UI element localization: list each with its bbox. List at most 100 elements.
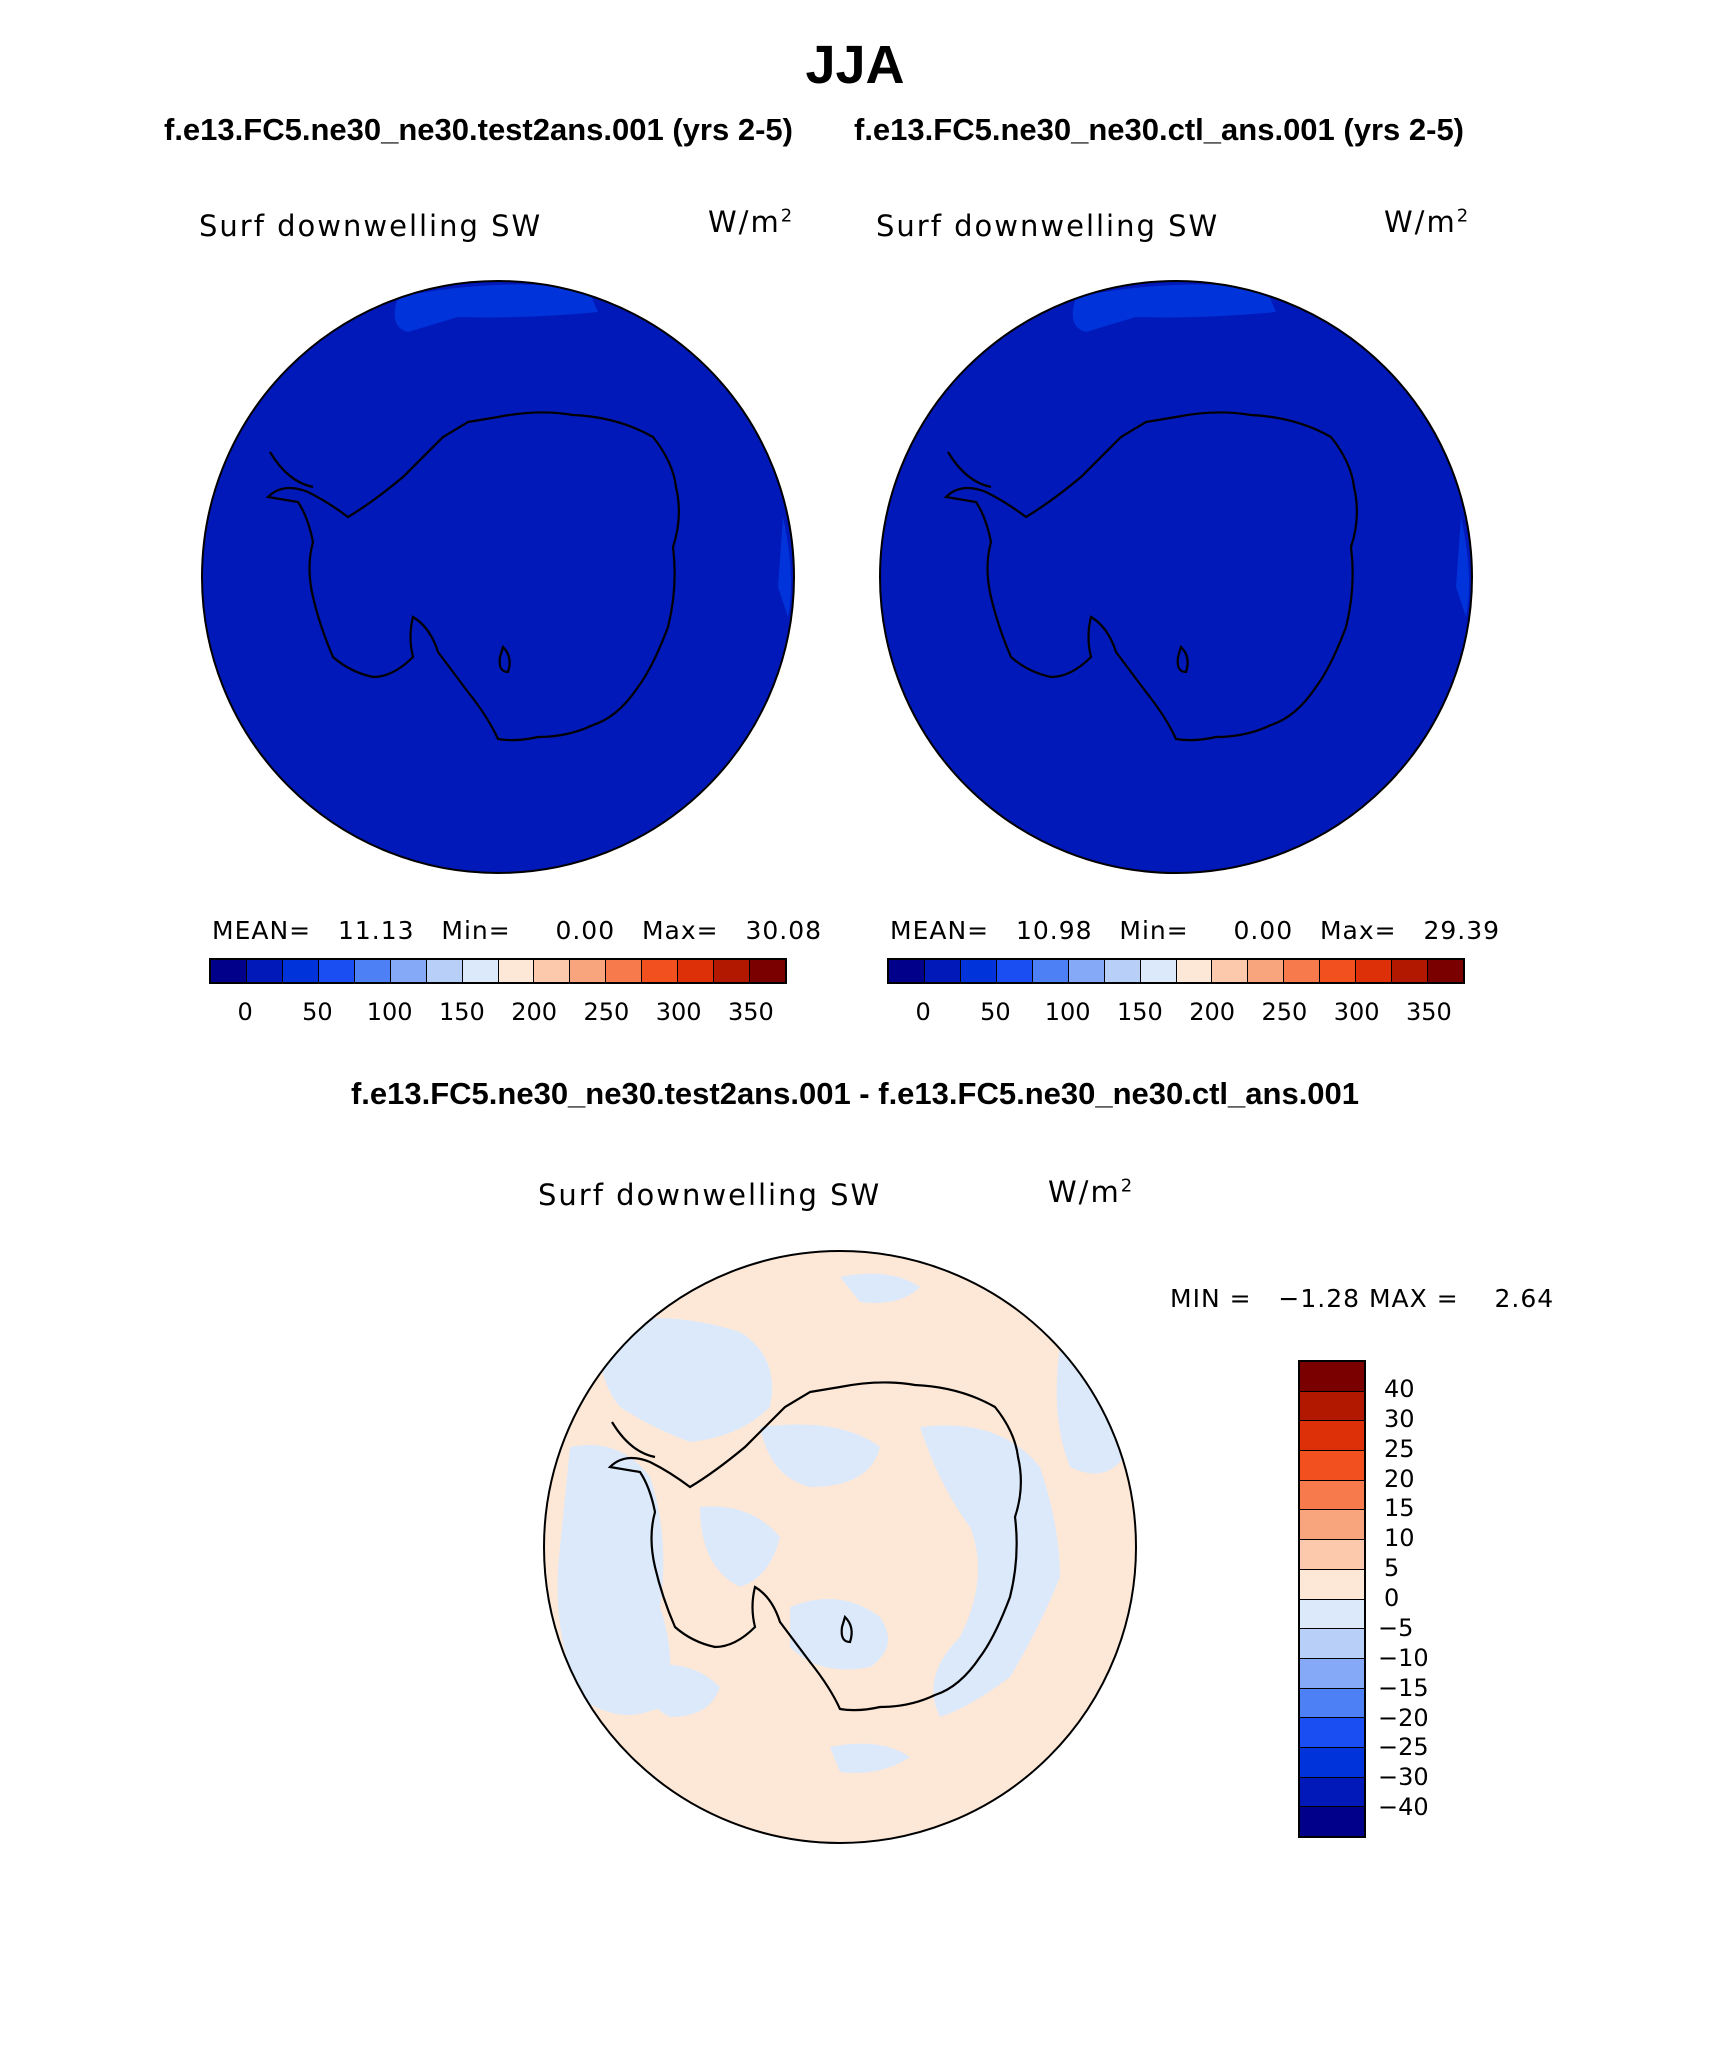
- colorbar-swatch: [1176, 960, 1213, 982]
- colorbar-swatch: [714, 960, 751, 982]
- colorbar-tick-label: 15: [1384, 1494, 1415, 1523]
- colorbar-tick-label: 250: [1261, 998, 1308, 1026]
- antarctica-coastline: [265, 411, 680, 742]
- colorbar-tick-label: 350: [727, 998, 774, 1026]
- left-colorbar: [209, 958, 787, 984]
- colorbar-tick-label: 150: [438, 998, 485, 1026]
- colorbar-swatch: [498, 960, 535, 982]
- page-title: JJA: [805, 35, 905, 95]
- colorbar-swatch: [1300, 1540, 1364, 1570]
- map-boundary: [879, 280, 1473, 874]
- left-polar-map: [201, 280, 795, 874]
- colorbar-tick-label: −10: [1378, 1643, 1429, 1672]
- right-units-label: W/m2: [1384, 205, 1471, 239]
- colorbar-swatch: [1300, 1391, 1364, 1422]
- colorbar-tick-label: −20: [1378, 1703, 1429, 1732]
- colorbar-swatch: [1248, 960, 1285, 982]
- subtitle-right: f.e13.FC5.ne30_ne30.ctl_ans.001 (yrs 2-5…: [854, 112, 1465, 147]
- peninsula-coastline: [269, 451, 314, 489]
- colorbar-tick-label: −15: [1378, 1673, 1429, 1702]
- colorbar-tick-label: 0: [1384, 1584, 1400, 1612]
- colorbar-tick-label: 250: [583, 998, 630, 1026]
- island-coastline: [1176, 644, 1189, 674]
- colorbar-tick-label: −25: [1378, 1733, 1429, 1762]
- colorbar-tick-label: 200: [1189, 998, 1236, 1026]
- colorbar-tick-label: −40: [1378, 1793, 1429, 1822]
- colorbar-swatch: [1032, 960, 1069, 982]
- difference-polar-map: [543, 1250, 1137, 1844]
- map-patch-region: [1456, 517, 1470, 617]
- colorbar-tick-label: 5: [1384, 1554, 1400, 1583]
- island-coastline: [498, 644, 511, 674]
- colorbar-swatch: [678, 960, 715, 982]
- map-boundary: [201, 280, 795, 874]
- map-patch-region: [778, 517, 792, 617]
- colorbar-tick-label: 100: [1044, 998, 1091, 1026]
- colorbar-tick-label: 150: [1116, 998, 1163, 1026]
- colorbar-swatch: [1300, 1718, 1364, 1748]
- colorbar-tick-label: 350: [1405, 998, 1452, 1026]
- map-negative-region: [790, 1599, 888, 1670]
- map-negative-region: [599, 1318, 772, 1442]
- map-negative-region: [760, 1424, 880, 1487]
- colorbar-swatch: [570, 960, 607, 982]
- colorbar-swatch: [1300, 1777, 1364, 1808]
- map-patch-region: [1072, 284, 1276, 332]
- colorbar-swatch: [1300, 1599, 1364, 1630]
- colorbar-tick-label: 25: [1384, 1434, 1415, 1463]
- colorbar-swatch: [390, 960, 427, 982]
- colorbar-swatch: [318, 960, 355, 982]
- colorbar-tick-label: 10: [1384, 1524, 1415, 1553]
- colorbar-swatch: [1300, 1451, 1364, 1481]
- colorbar-swatch: [606, 960, 643, 982]
- colorbar-tick-label: 300: [655, 998, 702, 1026]
- diff-units-label: W/m2: [1048, 1175, 1135, 1209]
- colorbar-tick-label: −5: [1378, 1613, 1414, 1642]
- colorbar-swatch: [1300, 1747, 1364, 1778]
- diff-colorbar-ticks: 40 30 25 20 15 10 5 0 −5 −10 −15 −20 −25 −30 −40: [1378, 1360, 1498, 1838]
- colorbar-tick-label: −30: [1378, 1763, 1429, 1792]
- colorbar-swatch: [426, 960, 463, 982]
- right-stats: MEAN= 10.98 Min= 0.00 Max= 29.39: [890, 916, 1501, 945]
- colorbar-swatch: [1356, 960, 1393, 982]
- peninsula-coastline: [611, 1421, 656, 1459]
- right-colorbar: [887, 958, 1465, 984]
- colorbar-swatch: [1300, 1421, 1364, 1452]
- colorbar-tick-label: 30: [1384, 1404, 1415, 1433]
- diff-stats: MIN = −1.28 MAX = 2.64: [1170, 1284, 1555, 1313]
- map-negative-region: [557, 1445, 670, 1715]
- map-patch-region: [394, 284, 598, 332]
- colorbar-swatch: [1300, 1569, 1364, 1600]
- right-colorbar-ticks: 0 50 100 150 200 250 300 350: [887, 998, 1465, 1028]
- colorbar-swatch: [960, 960, 997, 982]
- colorbar-swatch: [354, 960, 391, 982]
- colorbar-tick-label: 50: [980, 998, 1011, 1026]
- map-fill-region: [880, 281, 1472, 873]
- left-colorbar-ticks: 0 50 100 150 200 250 300 350: [209, 998, 787, 1028]
- colorbar-swatch: [889, 960, 925, 982]
- colorbar-tick-label: 200: [511, 998, 558, 1026]
- colorbar-swatch: [462, 960, 499, 982]
- colorbar-tick-label: 100: [366, 998, 413, 1026]
- colorbar-swatch: [642, 960, 679, 982]
- diff-variable-label: Surf downwelling SW: [538, 1178, 882, 1212]
- map-boundary: [543, 1250, 1137, 1844]
- left-stats: MEAN= 11.13 Min= 0.00 Max= 30.08: [212, 916, 823, 945]
- colorbar-swatch: [1212, 960, 1249, 982]
- colorbar-swatch: [1300, 1362, 1364, 1392]
- colorbar-swatch: [1068, 960, 1105, 982]
- colorbar-swatch: [246, 960, 283, 982]
- island-coastline: [840, 1614, 853, 1644]
- colorbar-swatch: [924, 960, 961, 982]
- colorbar-tick-label: 0: [237, 998, 253, 1026]
- map-negative-region: [1056, 1347, 1130, 1474]
- colorbar-swatch: [282, 960, 319, 982]
- subtitle-left: f.e13.FC5.ne30_ne30.test2ans.001 (yrs 2-…: [164, 112, 793, 147]
- colorbar-tick-label: 20: [1384, 1464, 1415, 1493]
- right-polar-map: [879, 280, 1473, 874]
- map-negative-region: [700, 1506, 780, 1587]
- colorbar-swatch: [996, 960, 1033, 982]
- colorbar-swatch: [534, 960, 571, 982]
- colorbar-swatch: [1300, 1480, 1364, 1511]
- difference-title: f.e13.FC5.ne30_ne30.test2ans.001 - f.e13…: [350, 1076, 1360, 1111]
